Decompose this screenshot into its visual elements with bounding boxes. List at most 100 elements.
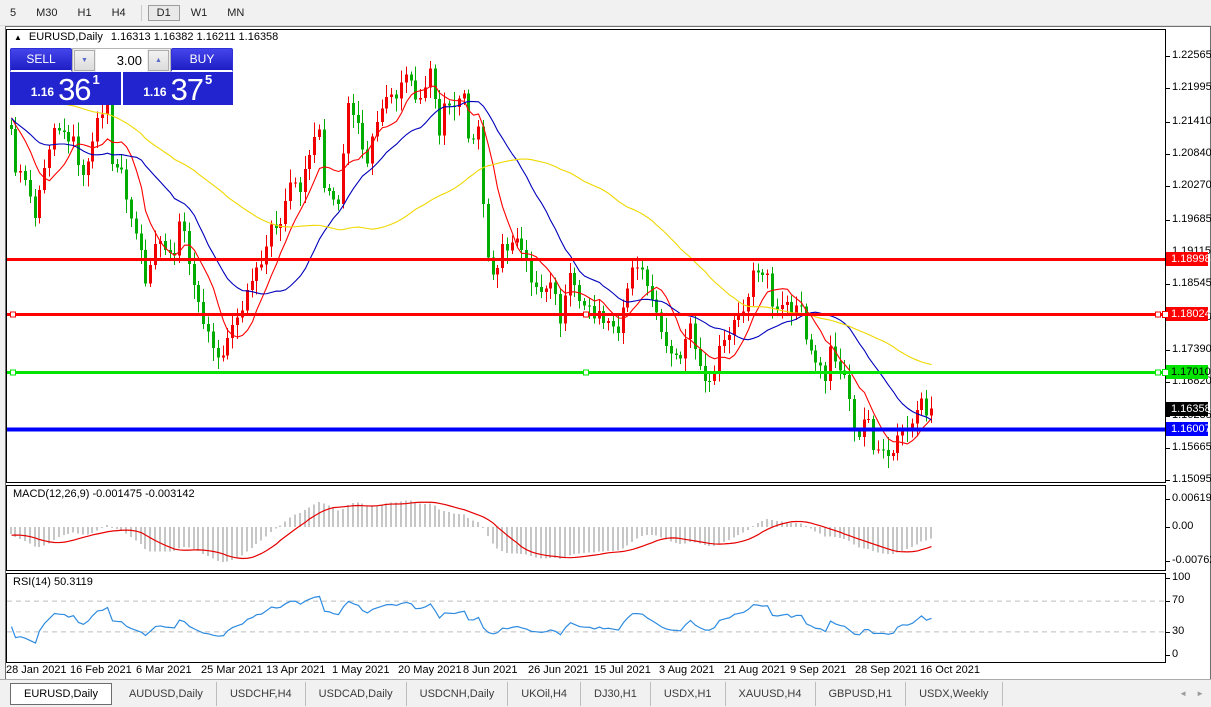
hline-drag-handle[interactable] bbox=[1155, 369, 1161, 376]
hline-drag-handle[interactable] bbox=[10, 311, 16, 318]
timeframe-button-mn[interactable]: MN bbox=[227, 6, 245, 19]
volume-decrease-button[interactable]: ▼ bbox=[74, 50, 95, 71]
macd-axis-label: 0.00 bbox=[1172, 520, 1194, 532]
rsi-pane[interactable] bbox=[6, 573, 1166, 663]
rsi-line bbox=[10, 595, 932, 644]
timeframe-button-m30[interactable]: M30 bbox=[36, 6, 58, 19]
sell-button[interactable]: SELL bbox=[10, 48, 72, 72]
date-axis-label: 21 Aug 2021 bbox=[724, 664, 786, 676]
buy-price-display[interactable]: 1.16 37 5 bbox=[122, 72, 233, 107]
volume-spinner: ▼ ▲ bbox=[72, 48, 171, 72]
timeframe-button-5[interactable]: 5 bbox=[10, 6, 17, 19]
price-axis-label: 1.20270 bbox=[1172, 179, 1211, 192]
moving-average-8 bbox=[11, 85, 932, 445]
date-axis-label: 28 Jan 2021 bbox=[6, 664, 67, 676]
rsi-axis-label: 100 bbox=[1172, 571, 1191, 583]
price-axis-label: 1.15665 bbox=[1172, 441, 1211, 454]
volume-increase-button[interactable]: ▲ bbox=[148, 50, 169, 71]
chart-window: ▲ EURUSD,Daily 1.16313 1.16382 1.16211 1… bbox=[5, 26, 1211, 681]
chart-ohlc-values: 1.16313 1.16382 1.16211 1.16358 bbox=[110, 31, 279, 43]
macd-axis-label: -0.007621 bbox=[1172, 554, 1211, 567]
hline-price-tag[interactable]: 1.18024 bbox=[1162, 306, 1211, 321]
chart-canvas[interactable] bbox=[6, 27, 1208, 678]
hline-drag-handle[interactable] bbox=[583, 311, 589, 318]
hline-price-tag[interactable]: 1.18998 bbox=[1166, 251, 1211, 266]
buy-price-prefix: 1.16 bbox=[143, 85, 167, 99]
hline-drag-handle[interactable] bbox=[1155, 311, 1161, 318]
moving-average-55 bbox=[11, 94, 932, 366]
price-pane[interactable] bbox=[6, 29, 1166, 483]
sell-price-prefix: 1.16 bbox=[30, 85, 55, 99]
timeframe-toolbar: 5 M30 H1 H4 D1 W1 MN bbox=[0, 0, 1211, 26]
timeframe-button-h4[interactable]: H4 bbox=[111, 6, 126, 19]
chart-tab-usdcnh-daily[interactable]: USDCNH,Daily bbox=[407, 681, 509, 706]
price-axis[interactable]: 1.22565 1.21995 1.21410 1.20840 1.20270 1.196… bbox=[1162, 27, 1211, 678]
chart-tab-xauusd-h4[interactable]: XAUUSD,H4 bbox=[726, 681, 816, 706]
rsi-indicator-label: RSI(14) 50.3119 bbox=[13, 576, 93, 588]
buy-price-point: 5 bbox=[205, 72, 213, 87]
tab-scroll-left-icon[interactable]: ◄ bbox=[1179, 689, 1187, 698]
hline-drag-handle[interactable] bbox=[583, 369, 589, 376]
price-axis-label: 1.18545 bbox=[1172, 277, 1211, 290]
chart-tab-usdchf-h4[interactable]: USDCHF,H4 bbox=[217, 681, 306, 706]
date-axis-label: 25 Mar 2021 bbox=[201, 664, 263, 676]
price-axis-label: 1.15095 bbox=[1172, 473, 1211, 486]
date-axis-label: 6 Mar 2021 bbox=[136, 664, 192, 676]
date-axis-label: 28 Sep 2021 bbox=[855, 664, 918, 676]
macd-indicator-label: MACD(12,26,9) -0.001475 -0.003142 bbox=[13, 488, 195, 500]
date-axis-label: 16 Oct 2021 bbox=[920, 664, 980, 676]
hline-anchor-handle[interactable] bbox=[1162, 310, 1169, 318]
chart-tab-audusd-daily[interactable]: AUDUSD,Daily bbox=[116, 681, 217, 706]
macd-histogram bbox=[10, 500, 932, 563]
price-axis-label: 1.17390 bbox=[1172, 342, 1211, 355]
date-axis-label: 16 Feb 2021 bbox=[70, 664, 132, 676]
date-axis-label: 9 Sep 2021 bbox=[790, 664, 847, 676]
price-axis-label: 1.22565 bbox=[1172, 48, 1211, 61]
current-price-tag: 1.16358 bbox=[1166, 401, 1211, 416]
chart-tab-eurusd-daily[interactable]: EURUSD,Daily bbox=[10, 682, 112, 705]
macd-signal-line bbox=[11, 501, 932, 560]
chart-tab-usdx-h1[interactable]: USDX,H1 bbox=[651, 681, 726, 706]
date-axis-label: 8 Jun 2021 bbox=[463, 664, 518, 676]
date-axis-label: 20 May 2021 bbox=[398, 664, 462, 676]
chart-tab-dj30-h1[interactable]: DJ30,H1 bbox=[581, 681, 651, 706]
rsi-axis-label: 70 bbox=[1172, 594, 1185, 607]
chart-title: ▲ EURUSD,Daily 1.16313 1.16382 1.16211 1… bbox=[14, 31, 278, 43]
candlesticks bbox=[10, 61, 933, 468]
sell-price-point: 1 bbox=[92, 72, 100, 87]
date-axis-label: 26 Jun 2021 bbox=[528, 664, 589, 676]
date-axis-label: 13 Apr 2021 bbox=[266, 664, 326, 676]
buy-price-pips: 37 bbox=[170, 72, 204, 107]
sell-price-display[interactable]: 1.16 36 1 bbox=[10, 72, 121, 105]
macd-axis-label: 0.006193 bbox=[1172, 492, 1211, 504]
timeframe-button-d1[interactable]: D1 bbox=[147, 4, 180, 21]
volume-input[interactable] bbox=[96, 49, 147, 72]
sell-price-pips: 36 bbox=[58, 72, 91, 107]
hline-price-tag[interactable]: 1.16007 bbox=[1166, 421, 1211, 436]
chart-tab-usdcad-daily[interactable]: USDCAD,Daily bbox=[306, 681, 407, 706]
moving-average-21 bbox=[11, 100, 932, 421]
chart-tab-bar: EURUSD,Daily AUDUSD,Daily USDCHF,H4 USDCAD,… bbox=[0, 679, 1211, 707]
buy-button[interactable]: BUY bbox=[171, 48, 233, 72]
hline-anchor-handle[interactable] bbox=[1162, 368, 1169, 376]
date-axis[interactable]: 28 Jan 2021 16 Feb 2021 6 Mar 2021 25 Mar 2… bbox=[6, 664, 1166, 679]
chart-tab-usdx-weekly[interactable]: USDX,Weekly bbox=[906, 681, 1003, 706]
price-axis-label: 1.21995 bbox=[1172, 81, 1211, 94]
toolbar-separator bbox=[140, 4, 142, 21]
price-axis-label: 1.21410 bbox=[1172, 114, 1211, 127]
date-axis-label: 3 Aug 2021 bbox=[659, 664, 715, 676]
tab-scroll-right-icon[interactable]: ► bbox=[1196, 689, 1204, 698]
collapse-triangle-icon[interactable]: ▲ bbox=[14, 32, 22, 42]
chart-symbol-label: EURUSD,Daily bbox=[28, 31, 103, 43]
rsi-axis-label: 30 bbox=[1172, 624, 1185, 637]
chart-tab-ukoil-h4[interactable]: UKOil,H4 bbox=[508, 681, 582, 706]
one-click-trading-panel: SELL ▼ ▲ BUY 1.16 36 1 1.16 37 5 bbox=[10, 48, 233, 105]
hline-drag-handle[interactable] bbox=[10, 369, 16, 376]
price-axis-label: 1.19685 bbox=[1172, 212, 1211, 225]
timeframe-button-h1[interactable]: H1 bbox=[77, 6, 92, 19]
date-axis-label: 15 Jul 2021 bbox=[594, 664, 651, 676]
hline-price-tag[interactable]: 1.17010 bbox=[1162, 364, 1211, 379]
timeframe-button-w1[interactable]: W1 bbox=[190, 6, 208, 19]
price-axis-label: 1.20840 bbox=[1172, 146, 1211, 159]
chart-tab-gbpusd-h1[interactable]: GBPUSD,H1 bbox=[816, 681, 907, 706]
